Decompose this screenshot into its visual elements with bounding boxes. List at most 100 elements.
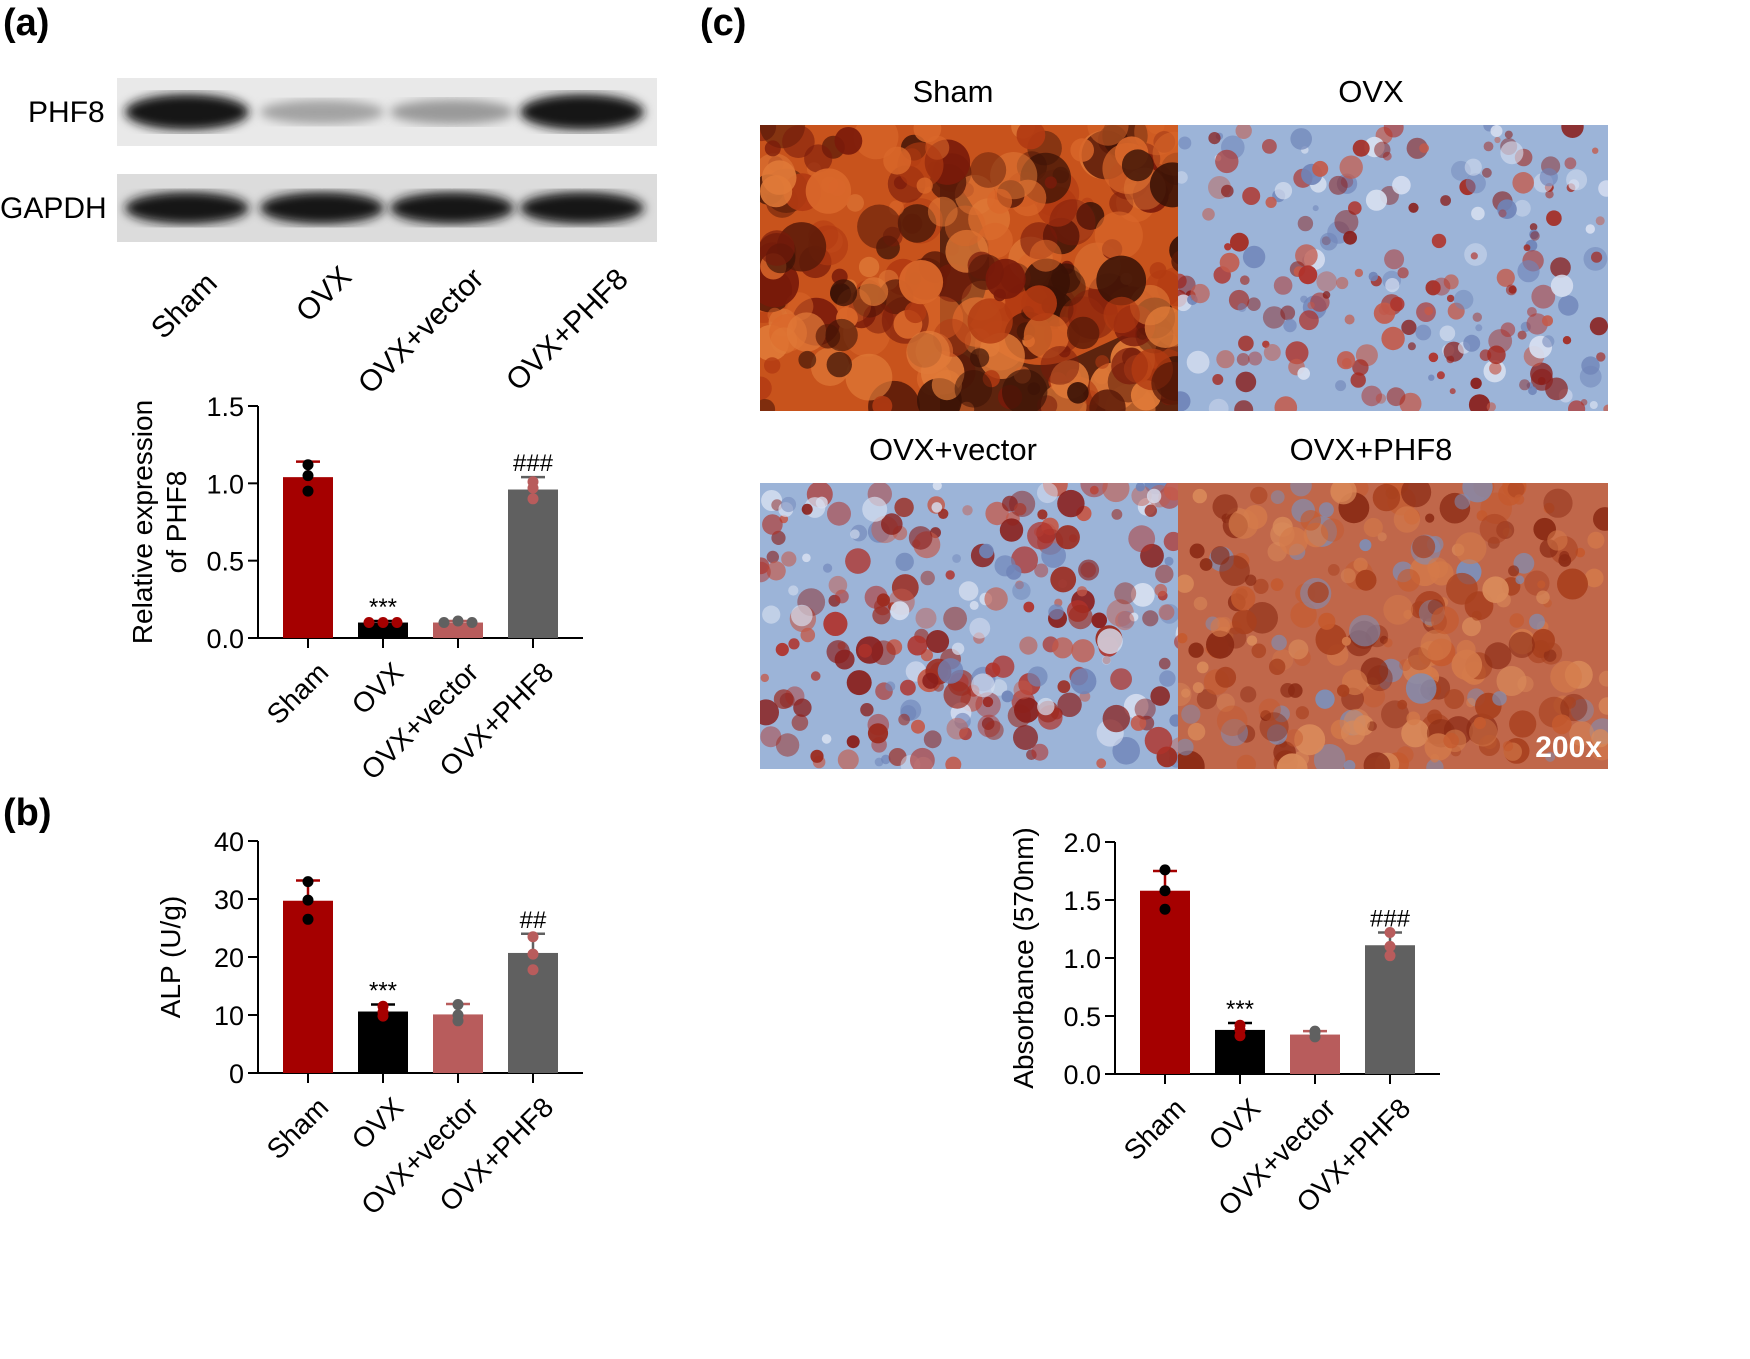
stain-spot (1425, 513, 1435, 523)
stain-spot (1109, 191, 1134, 216)
stain-spot (1193, 596, 1208, 611)
stain-spot (1381, 326, 1405, 351)
data-point (452, 999, 464, 1011)
stain-spot (1134, 698, 1156, 720)
stain-spot (828, 179, 846, 197)
x-category-label: OVX (346, 656, 410, 720)
stain-spot (1187, 722, 1206, 741)
stain-spot (1146, 488, 1162, 504)
stain-spot (1401, 719, 1430, 748)
stain-spot (890, 601, 910, 621)
stain-spot (1202, 208, 1215, 221)
stain-spot (931, 502, 943, 513)
y-tick-label: 1.0 (206, 469, 244, 499)
y-tick-label: 0.5 (1063, 1002, 1101, 1032)
stain-spot (1048, 604, 1064, 620)
stain-spot (760, 230, 795, 266)
stain-spot (1080, 483, 1108, 498)
stain-spot (1076, 202, 1105, 230)
stain-spot (1322, 291, 1331, 299)
stain-spot (782, 125, 815, 158)
stain-spot (1178, 633, 1188, 644)
stain-spot (1280, 305, 1296, 321)
stain-spot (1078, 559, 1100, 581)
stain-spot (1343, 760, 1356, 769)
stain-spot (1527, 307, 1537, 317)
stain-spot (1359, 539, 1372, 552)
stain-spot (1562, 336, 1572, 345)
stain-spot (760, 125, 777, 142)
stain-spot (1473, 716, 1486, 730)
stain-spot (1315, 623, 1347, 656)
stain-spot (846, 735, 860, 749)
stain-spot (1238, 335, 1254, 352)
stain-spot (761, 490, 783, 511)
bar (1365, 945, 1415, 1074)
stain-spot (1440, 195, 1451, 206)
stain-spot (762, 514, 783, 535)
stain-spot (1407, 342, 1416, 351)
stain-spot (1270, 578, 1284, 591)
stain-spot (1431, 606, 1459, 635)
stain-spot (979, 543, 994, 559)
stain-spot (1199, 558, 1213, 571)
stain-spot (1529, 229, 1539, 240)
stain-spot (1509, 613, 1525, 628)
stain-spot (825, 318, 858, 352)
stain-spot (1568, 179, 1580, 191)
stain-spot (1128, 525, 1156, 553)
stain-spot (1365, 189, 1388, 211)
chart-phf8-expression: 0.0 0.5 1.0 1.5 Relative expression of PHF8 Sh… (130, 392, 583, 786)
stain-spot (1517, 675, 1534, 693)
blot-row-label-phf8: PHF8 (28, 96, 105, 129)
stain-spot (1300, 295, 1308, 303)
stain-spot (1052, 637, 1074, 659)
stain-spot (1431, 233, 1447, 249)
stain-spot (1236, 754, 1256, 769)
stain-spot (943, 681, 972, 709)
stain-spot (1551, 714, 1572, 735)
stain-spot (801, 503, 813, 515)
stain-spot (1336, 276, 1349, 290)
data-point (302, 876, 314, 888)
stain-spot (1466, 697, 1476, 708)
stain-spot (1041, 543, 1066, 568)
stain-spot (1542, 335, 1555, 348)
stain-spot (1050, 566, 1077, 593)
data-point (1384, 940, 1396, 952)
stain-spot (922, 672, 939, 689)
stain-spot (1253, 578, 1269, 594)
stain-spot (1374, 141, 1391, 158)
blot-band-gapdh (260, 192, 384, 224)
stain-spot (1297, 215, 1314, 232)
stain-spot (1070, 138, 1094, 162)
data-point (527, 931, 539, 943)
stain-spot (1592, 147, 1599, 154)
stain-spot (1029, 239, 1062, 272)
y-axis-label: Absorbance (570nm) (1008, 827, 1039, 1088)
stain-spot (895, 552, 914, 572)
stain-spot (1530, 231, 1540, 241)
stain-spot (1507, 483, 1525, 498)
stain-spot (1401, 483, 1432, 508)
stain-spot (1405, 673, 1437, 704)
stain-spot (1545, 377, 1568, 401)
stain-spot (1097, 628, 1123, 654)
stain-spot (1240, 686, 1257, 703)
stain-spot (775, 642, 789, 657)
stain-spot (916, 177, 933, 194)
stain-spot (1444, 689, 1465, 709)
blot-band-phf8 (260, 100, 384, 124)
y-tick-label: 2.0 (1063, 828, 1101, 858)
stain-spot (1273, 705, 1290, 723)
stain-spot (920, 296, 964, 340)
stain-spot (862, 496, 888, 522)
stain-spot (1372, 483, 1401, 512)
stain-spot (1178, 738, 1194, 756)
stain-spot (1361, 385, 1382, 407)
stain-spot (1318, 612, 1336, 630)
stain-spot (1110, 668, 1132, 690)
y-tick-label: 1.0 (1063, 944, 1101, 974)
stain-spot (1454, 493, 1471, 510)
stain-spot (1478, 734, 1500, 756)
